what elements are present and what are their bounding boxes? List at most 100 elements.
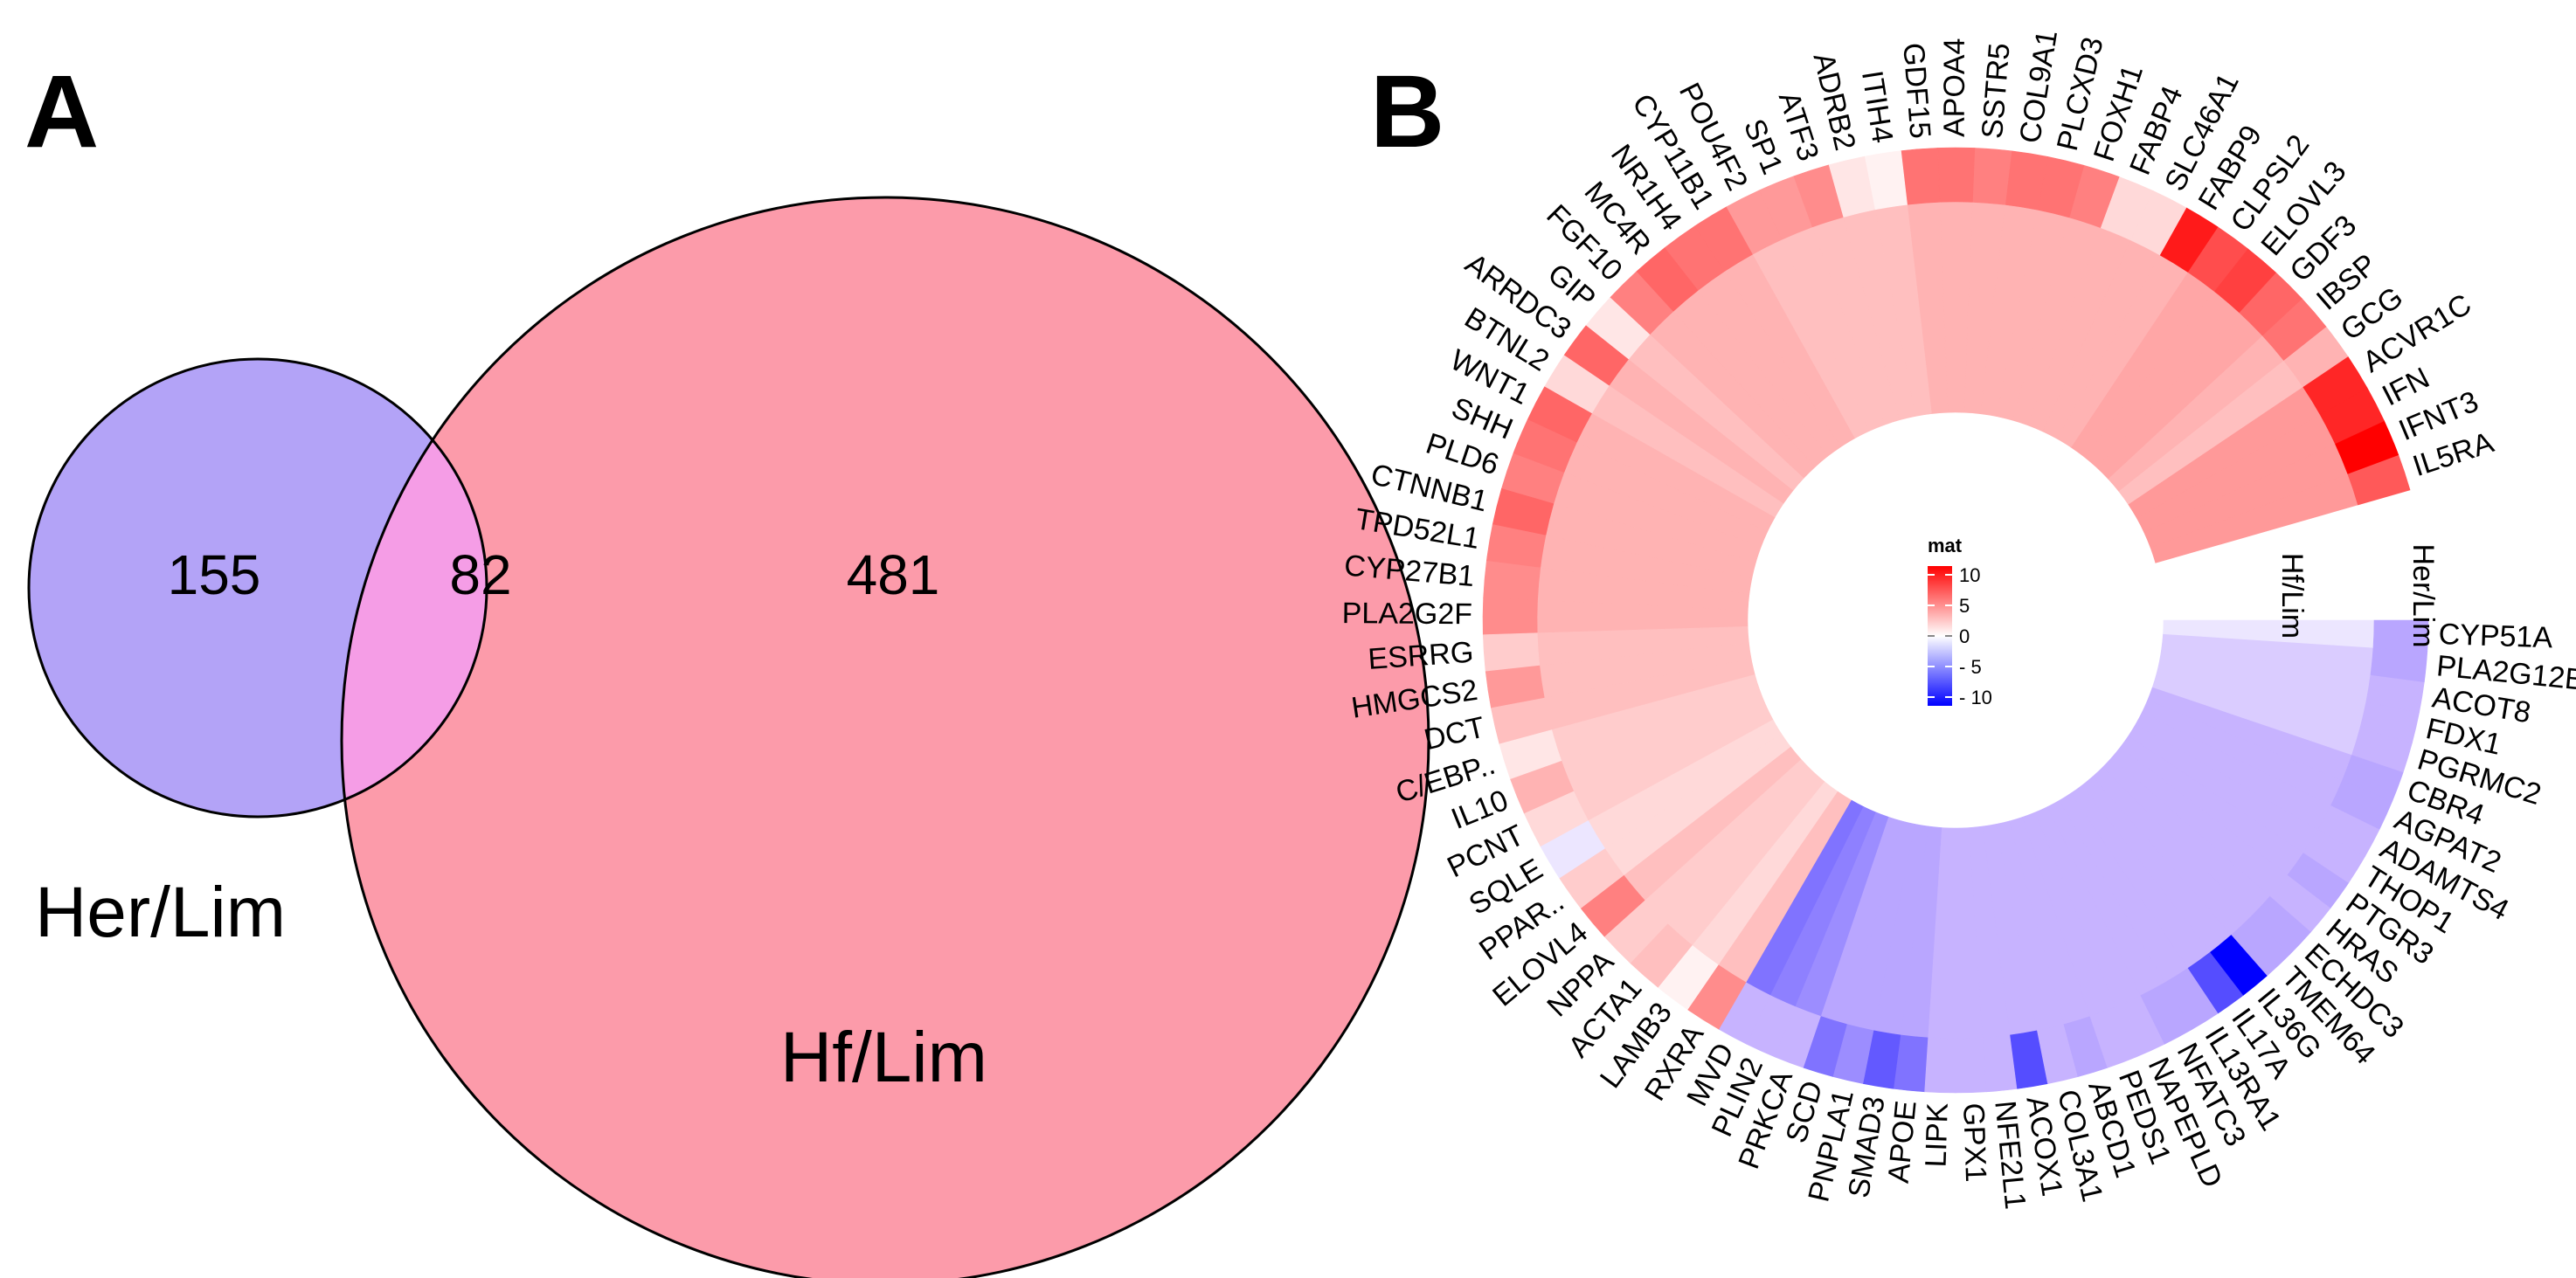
- venn-outline-hf-lim: [340, 196, 1430, 1278]
- up-gene-cell-her-lim: [2319, 387, 2385, 445]
- down-gene-cell-her-lim: [1832, 1024, 1874, 1084]
- down-gene-cell-her-lim: [2302, 829, 2365, 883]
- down-gene-cell-her-lim: [1983, 1034, 2018, 1093]
- down-gene-cell-her-lim: [1803, 1016, 1848, 1077]
- up-gene-cell-her-lim: [2347, 454, 2411, 506]
- up-gene-cell-her-lim: [2282, 326, 2349, 388]
- up-gene-cell-her-lim: [1510, 760, 1575, 814]
- venn-count-her-lim-only: 155: [168, 543, 261, 606]
- up-gene-cell-her-lim: [1580, 874, 1645, 937]
- up-gene-cell-her-lim: [1585, 297, 1651, 360]
- up-gene-cell-her-lim: [2261, 298, 2327, 361]
- panel-b: B IL5RAIFNT3IFNACVR1CGCGIBSPGDF3ELOVL3CL…: [1342, 28, 2576, 1211]
- down-gene-cell-her-lim: [1774, 1006, 1822, 1068]
- gene-label: GDF15: [1896, 42, 1936, 140]
- up-gene-cell-her-lim: [1604, 900, 1669, 964]
- up-gene-cell-her-lim: [2239, 272, 2302, 336]
- up-gene-cell-her-lim: [1636, 247, 1699, 313]
- panel-a: A 155 82 481 Her/Lim Hf/Lim: [24, 54, 1430, 1278]
- up-gene-cell-her-lim: [1527, 386, 1592, 444]
- gene-label: PLA2G2F: [1342, 597, 1473, 631]
- gene-label: ITIH4: [1855, 68, 1899, 145]
- up-gene-cell-her-lim: [1501, 452, 1565, 505]
- gene-label: SSTR5: [1976, 42, 2017, 140]
- up-gene-cell-her-lim: [1491, 697, 1553, 745]
- down-gene-cell-her-lim: [2330, 779, 2393, 830]
- legend-tick-0: 0: [1959, 625, 1970, 647]
- up-gene-cell-her-lim: [2129, 190, 2187, 256]
- legend-tick-10: 10: [1959, 564, 1980, 586]
- up-gene-cell-her-lim: [1972, 148, 2012, 205]
- gene-label: GPX1: [1956, 1102, 1992, 1183]
- down-gene-cell-her-lim: [2089, 1006, 2137, 1068]
- down-gene-cell-her-lim: [2287, 852, 2350, 908]
- up-gene-cell-her-lim: [2187, 226, 2248, 292]
- down-gene-cell-her-lim: [2251, 895, 2312, 955]
- up-gene-cell-her-lim: [2100, 176, 2154, 241]
- color-legend: mat 10 5 0 - 5 - 10: [1928, 535, 1992, 708]
- up-gene-cell-her-lim: [2005, 150, 2049, 211]
- track-label-hf-lim: Hf/Lim: [2275, 553, 2309, 639]
- up-gene-cell-her-lim: [1610, 271, 1673, 335]
- up-gene-cell-her-lim: [1492, 488, 1555, 536]
- up-gene-cell-her-lim: [1482, 598, 1538, 635]
- up-gene-cell-her-lim: [2037, 156, 2085, 218]
- down-gene-cell-her-lim: [2010, 1030, 2048, 1089]
- down-gene-cell-her-lim: [1894, 1034, 1929, 1093]
- up-gene-cell-her-lim: [1792, 164, 1844, 228]
- venn-circle-hf-lim: [342, 197, 1429, 1278]
- up-gene-cell-her-lim: [1559, 848, 1624, 909]
- down-gene-cell-her-lim: [2140, 982, 2192, 1045]
- up-gene-cell-her-lim: [1523, 791, 1589, 847]
- panel-b-label: B: [1370, 54, 1444, 169]
- up-gene-cell-her-lim: [1544, 355, 1610, 414]
- venn-label-hf-lim: Hf/Lim: [780, 1018, 987, 1097]
- gene-label: APOE: [1882, 1099, 1923, 1185]
- up-gene-cell-her-lim: [1563, 325, 1629, 387]
- venn-outline-her-lim: [27, 357, 488, 819]
- down-gene-cell-her-lim: [2187, 951, 2244, 1014]
- up-gene-cell-her-lim: [2159, 207, 2219, 273]
- down-gene-cell-her-lim: [1924, 1037, 1956, 1094]
- venn-count-intersection: 82: [449, 543, 511, 606]
- up-gene-cell-her-lim: [1828, 155, 1875, 218]
- up-gene-cell-her-lim: [1499, 729, 1562, 780]
- gene-label: APOA4: [1938, 38, 1971, 137]
- up-gene-cell-her-lim: [2213, 248, 2276, 314]
- up-gene-cell-her-lim: [1482, 632, 1541, 673]
- gene-label: DCT: [1421, 711, 1488, 757]
- down-gene-cell-her-lim: [1863, 1030, 1901, 1089]
- up-gene-cell-her-lim: [1485, 665, 1545, 708]
- venn-count-hf-lim-only: 481: [847, 543, 940, 606]
- down-gene-cell-her-lim: [2269, 874, 2331, 933]
- down-gene-cell-her-lim: [2164, 967, 2219, 1030]
- gene-label: LIPK: [1919, 1102, 1954, 1168]
- down-gene-cell-her-lim: [2359, 701, 2420, 743]
- up-gene-cell-her-lim: [1687, 964, 1747, 1030]
- up-gene-cell-her-lim: [2334, 420, 2399, 474]
- up-gene-cell-her-lim: [2302, 356, 2368, 415]
- down-gene-cell-her-lim: [2063, 1016, 2109, 1077]
- legend-tick-5: 5: [1959, 595, 1970, 617]
- gene-label: CYP51A: [2438, 618, 2553, 654]
- up-gene-cell-her-lim: [1630, 923, 1693, 989]
- up-gene-cell-her-lim: [1664, 225, 1725, 291]
- legend-tick-minus-10: - 10: [1959, 687, 1992, 708]
- up-gene-cell-her-lim: [1483, 560, 1541, 601]
- down-gene-cell-her-lim: [1746, 995, 1797, 1058]
- down-gene-cell-her-lim: [1955, 1037, 1987, 1094]
- up-gene-cell-her-lim: [2068, 164, 2120, 228]
- down-gene-cell-her-lim: [2210, 934, 2268, 996]
- circular-heatmap: IL5RAIFNT3IFNACVR1CGCGIBSPGDF3ELOVL3CLPS…: [1342, 28, 2576, 1211]
- down-gene-cell-her-lim: [2351, 728, 2413, 773]
- up-gene-cell-her-lim: [1758, 176, 1812, 240]
- legend-title: mat: [1928, 535, 1963, 556]
- down-gene-cell-her-lim: [2317, 805, 2380, 857]
- up-gene-cell-her-lim: [1901, 148, 1941, 205]
- down-gene-cell-her-lim: [2342, 754, 2404, 802]
- gene-label: ESRRG: [1367, 636, 1474, 676]
- down-gene-cell-her-lim: [2365, 674, 2425, 713]
- up-gene-cell-her-lim: [1485, 524, 1547, 569]
- up-gene-cell-her-lim: [1937, 147, 1976, 203]
